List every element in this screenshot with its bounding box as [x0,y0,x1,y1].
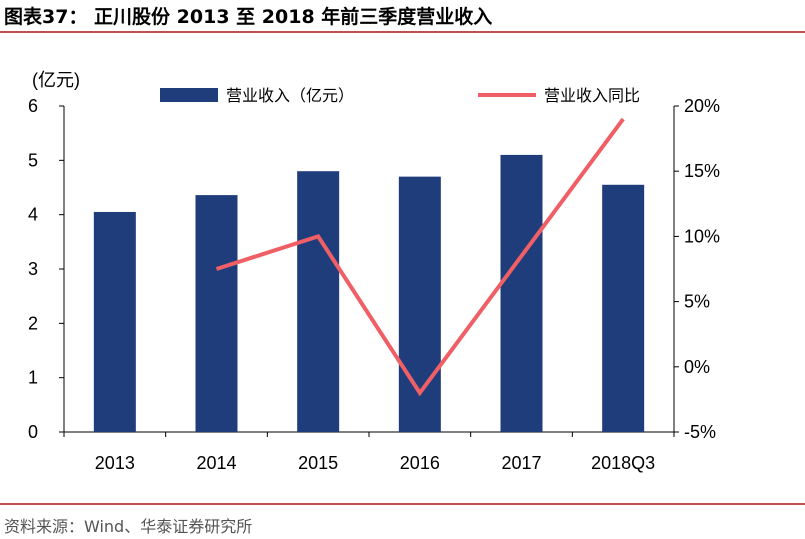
y-right-tick-label: 10% [684,226,720,246]
y-axis-unit-label: (亿元) [32,70,80,90]
x-category-label: 2014 [196,453,236,473]
y-right-tick-label: -5% [684,422,716,442]
y-right-tick-label: 0% [684,357,710,377]
revenue-bar [500,154,543,432]
revenue-bar [602,184,645,432]
legend-label-revenue: 营业收入（亿元） [226,86,354,105]
y-right-tick-label: 5% [684,292,710,312]
x-category-label: 2015 [298,453,338,473]
y-left-tick-label: 6 [28,96,38,116]
y-left-tick-label: 1 [28,368,38,388]
y-left-tick-label: 3 [28,259,38,279]
x-category-label: 2017 [501,453,541,473]
revenue-bar [93,211,136,432]
y-left-tick-label: 5 [28,150,38,170]
title-divider [0,31,805,33]
y-right-tick-label: 15% [684,161,720,181]
chart-title: 图表37： 正川股份 2013 至 2018 年前三季度营业收入 [4,6,493,28]
revenue-bar [195,195,238,432]
x-category-label: 2016 [400,453,440,473]
y-left-tick-label: 2 [28,313,38,333]
x-category-label: 2018Q3 [591,453,655,473]
y-left-tick-label: 0 [28,422,38,442]
y-left-tick-label: 4 [28,205,38,225]
revenue-bar [297,171,340,432]
y-right-tick-label: 20% [684,96,720,116]
legend-label-yoy: 营业收入同比 [544,86,640,105]
x-category-label: 2013 [95,453,135,473]
source-note: 资料来源：Wind、华泰证券研究所 [4,517,253,536]
footer-divider [0,503,805,505]
legend-swatch-revenue [160,88,218,102]
